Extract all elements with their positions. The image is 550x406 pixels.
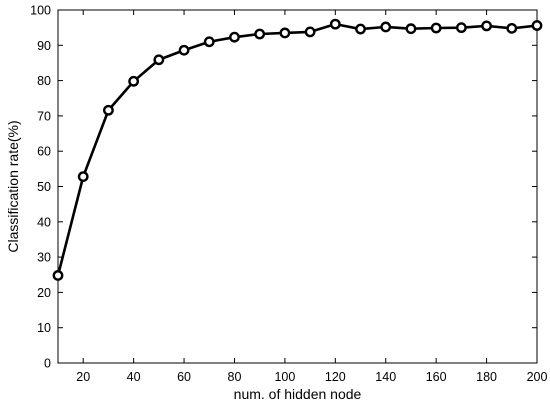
- data-point: [455, 22, 467, 34]
- x-tick-label: 140: [375, 370, 396, 384]
- y-tick-label: 0: [44, 357, 51, 371]
- y-tick-label: 100: [30, 4, 51, 18]
- data-point: [405, 23, 417, 35]
- y-axis: 0 10 20 30 40 50 60 70 80 90 100: [30, 4, 537, 371]
- plot-area: [57, 9, 538, 364]
- x-tick-label: 180: [476, 370, 497, 384]
- data-point: [304, 26, 316, 38]
- data-point: [329, 18, 341, 30]
- y-tick-label: 80: [37, 74, 51, 88]
- y-axis-label: Classification rate(%): [5, 120, 21, 252]
- y-tick-label: 10: [37, 321, 51, 335]
- x-tick-label: 100: [274, 370, 295, 384]
- y-tick-label: 20: [37, 286, 51, 300]
- x-tick-label: 60: [177, 370, 191, 384]
- data-point: [506, 22, 518, 34]
- data-point: [481, 20, 492, 32]
- x-tick-label: 20: [76, 370, 90, 384]
- y-tick-label: 40: [37, 215, 51, 229]
- data-point: [380, 21, 392, 33]
- x-axis-label: num. of hidden node: [234, 386, 362, 402]
- data-point: [77, 171, 89, 183]
- x-axis: 20 40 60 80 100 120 140 160 180 200: [76, 10, 547, 384]
- data-point: [254, 28, 266, 40]
- data-point: [355, 23, 366, 35]
- x-tick-label: 40: [127, 370, 141, 384]
- x-tick-label: 80: [228, 370, 242, 384]
- y-tick-label: 60: [37, 145, 51, 159]
- data-point: [128, 75, 140, 87]
- series-markers: [52, 18, 543, 281]
- x-tick-label: 200: [527, 370, 548, 384]
- data-point: [178, 44, 190, 56]
- data-point: [153, 54, 165, 66]
- data-point: [279, 27, 291, 39]
- data-point: [52, 270, 64, 281]
- y-tick-label: 30: [37, 251, 51, 265]
- x-tick-label: 160: [426, 370, 447, 384]
- y-tick-label: 90: [37, 39, 51, 53]
- data-point: [430, 22, 442, 34]
- data-point: [203, 36, 215, 48]
- data-point: [103, 104, 114, 116]
- series-line: [56, 22, 538, 276]
- data-point: [229, 31, 240, 43]
- y-tick-label: 50: [37, 180, 51, 194]
- y-tick-label: 70: [37, 109, 51, 123]
- data-point: [531, 20, 543, 31]
- x-tick-label: 120: [325, 370, 346, 384]
